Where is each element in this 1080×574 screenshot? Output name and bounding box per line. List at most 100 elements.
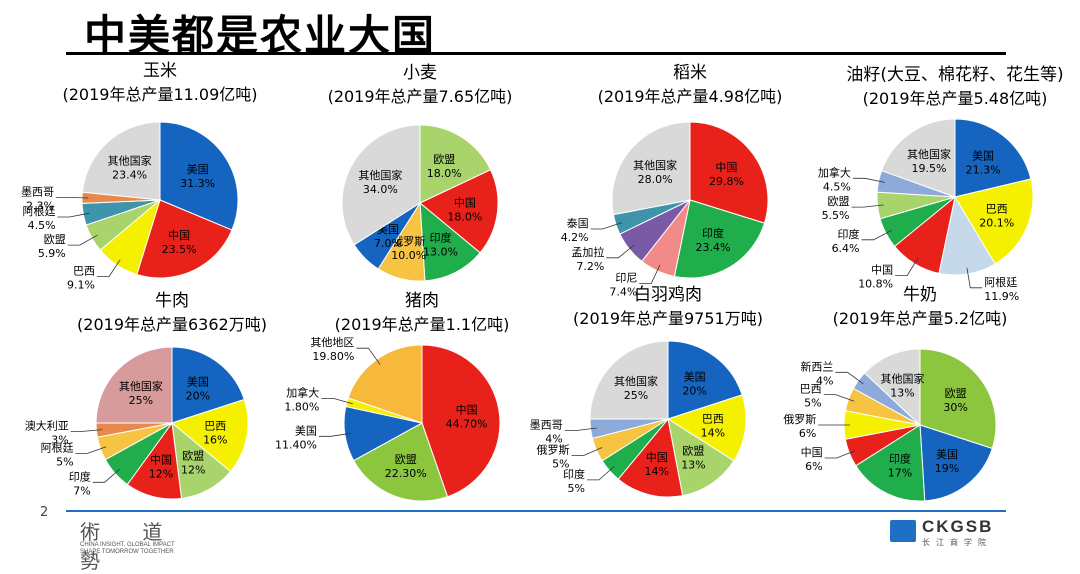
slice-label: 美国	[295, 424, 317, 437]
pie-charts-canvas: 玉米(2019年总产量11.09亿吨)美国31.3%中国23.5%巴西9.1%欧…	[21, 61, 1064, 502]
slice-label: 俄罗斯	[783, 413, 816, 426]
pie-slice	[666, 394, 747, 462]
slice-label: 印度	[838, 227, 860, 241]
slice-label: 中国	[150, 454, 172, 467]
slice-value-label: 3%	[51, 433, 68, 446]
slice-value-label: 13%	[681, 458, 705, 471]
slice-value-label: 16%	[203, 433, 227, 446]
slice-value-label: 19%	[935, 462, 959, 475]
slice-label: 俄罗斯	[392, 235, 425, 248]
pie-slice	[689, 121, 769, 224]
pie-slice	[954, 178, 1034, 265]
pie-slice	[611, 121, 691, 216]
slice-value-label: 23.4%	[112, 168, 147, 181]
chart-subtitle: (2019年总产量6362万吨)	[77, 315, 267, 334]
slice-label: 中国	[871, 264, 893, 277]
pie-slice	[880, 118, 956, 198]
slice-value-label: 14%	[701, 427, 725, 440]
pie-slice	[617, 417, 684, 498]
slice-label: 其他国家	[614, 374, 658, 388]
leader-line	[824, 450, 856, 459]
slice-label: 巴西	[986, 203, 1008, 216]
slice-label: 巴西	[800, 383, 822, 396]
chart-title: 油籽(大豆、棉花籽、花生等)	[846, 65, 1063, 85]
slice-label: 印度	[702, 226, 724, 240]
slice-label: 欧盟	[945, 387, 967, 400]
chart-subtitle: (2019年总产量9751万吨)	[573, 309, 763, 328]
slice-value-label: 14%	[645, 465, 669, 478]
slice-label: 中国	[454, 197, 476, 210]
pie-slice	[419, 201, 481, 282]
slice-value-label: 18.0%	[447, 211, 482, 224]
pie-slice	[589, 340, 669, 420]
slice-value-label: 1.80%	[284, 400, 319, 413]
leader-line	[356, 347, 381, 365]
slice-value-label: 25%	[129, 394, 153, 407]
brand-name-chinese: 长江商学院	[922, 538, 992, 547]
slice-value-label: 19.80%	[312, 350, 354, 363]
slice-label: 印度	[889, 451, 911, 465]
slice-value-label: 12%	[149, 468, 173, 481]
slice-label: 中国	[456, 404, 478, 417]
slice-label: 美国	[936, 448, 958, 461]
slice-label: 其他国家	[633, 158, 677, 172]
slice-value-label: 31.3%	[180, 177, 215, 190]
slice-value-label: 5%	[56, 455, 73, 468]
slice-label: 巴西	[204, 419, 226, 432]
slice-value-label: 10.8%	[858, 278, 893, 291]
motto-english: CHINA INSIGHT, GLOBAL IMPACT SHAPE TOMOR…	[80, 542, 175, 556]
slice-value-label: 20%	[186, 389, 210, 402]
slice-value-label: 5%	[552, 458, 569, 471]
slice-value-label: 22.30%	[385, 467, 427, 480]
leader-line	[70, 429, 103, 432]
slice-label: 其他国家	[108, 153, 152, 167]
slice-value-label: 10.0%	[391, 249, 426, 262]
slice-label: 欧盟	[44, 233, 66, 246]
slice-value-label: 5%	[568, 482, 585, 495]
slice-value-label: 23.5%	[162, 243, 197, 256]
slice-label: 欧盟	[395, 453, 417, 466]
leader-line	[835, 371, 864, 385]
slice-label: 欧盟	[182, 450, 204, 463]
slice-value-label: 25%	[624, 389, 648, 402]
slice-value-label: 30%	[943, 401, 967, 414]
slice-value-label: 13.0%	[423, 245, 458, 258]
pie-slice	[421, 344, 501, 498]
slice-value-label: 2.3%	[26, 199, 54, 212]
slice-label: 美国	[972, 150, 994, 163]
leader-line	[895, 258, 919, 277]
leader-line	[97, 259, 121, 278]
chart-title: 猪肉	[405, 291, 439, 311]
pie-chart-8: 牛奶(2019年总产量5.2亿吨)欧盟30%美国19%印度17%中国6%俄罗斯6…	[783, 285, 1007, 502]
pie-slice	[171, 346, 245, 424]
chart-title: 玉米	[143, 61, 177, 81]
slice-label: 中国	[168, 229, 190, 242]
brand-logo: CKGSB 长江商学院	[890, 517, 1040, 550]
pie-slice	[341, 124, 421, 246]
slice-label: 印度	[69, 469, 91, 483]
leader-line	[606, 244, 635, 259]
slice-label: 其他国家	[358, 168, 402, 182]
pie-slice	[673, 199, 766, 279]
slice-label: 泰国	[567, 216, 589, 230]
slice-value-label: 34.0%	[363, 183, 398, 196]
slice-value-label: 5.9%	[38, 247, 66, 260]
pie-slice	[855, 424, 926, 502]
leader-line	[639, 264, 661, 284]
leader-line	[57, 212, 90, 218]
slice-value-label: 5%	[804, 397, 821, 410]
slice-label: 印度	[563, 467, 585, 481]
slice-value-label: 6%	[799, 427, 816, 440]
leader-line	[590, 222, 623, 230]
slice-label: 墨西哥	[530, 419, 563, 432]
chart-title: 牛肉	[155, 291, 189, 311]
slice-value-label: 29.8%	[709, 175, 744, 188]
pie-slice	[159, 121, 239, 231]
leader-line	[851, 204, 884, 208]
slice-label: 加拿大	[818, 165, 851, 179]
chart-subtitle: (2019年总产量7.65亿吨)	[328, 87, 513, 106]
slice-label: 其他国家	[907, 147, 951, 161]
chart-subtitle: (2019年总产量1.1亿吨)	[335, 315, 510, 334]
